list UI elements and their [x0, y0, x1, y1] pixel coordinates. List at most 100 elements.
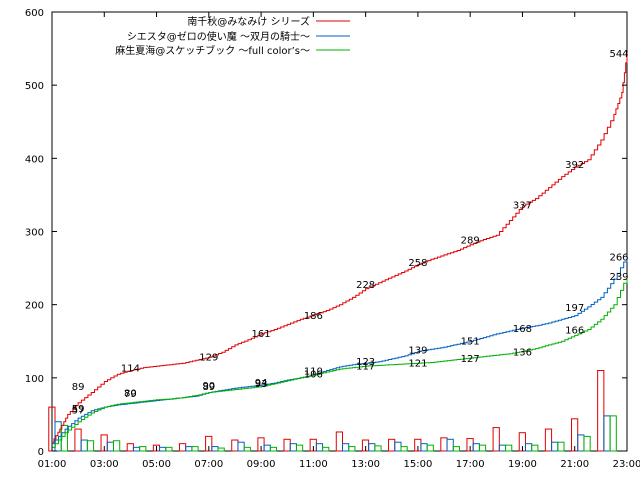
hourly-bars: [48, 370, 617, 452]
y-tick-label: 0: [38, 447, 44, 458]
data-label: 89: [202, 382, 215, 393]
x-tick-label: 05:00: [142, 459, 171, 470]
data-label: 127: [461, 354, 480, 365]
hourly-bar: [472, 443, 480, 452]
data-label: 151: [461, 337, 480, 348]
hourly-bar: [112, 440, 121, 452]
series-line-0: [52, 53, 628, 443]
hourly-bar: [452, 446, 460, 452]
hourly-bar: [322, 446, 330, 452]
data-label: 168: [513, 324, 532, 335]
data-label: 89: [72, 382, 85, 393]
y-tick-label: 500: [25, 81, 44, 92]
hourly-bar: [60, 424, 68, 452]
y-tick-label: 300: [25, 228, 44, 239]
hourly-bar: [283, 438, 291, 452]
x-tick-label: 07:00: [194, 459, 223, 470]
hourly-bar: [211, 446, 219, 452]
hourly-bar: [440, 437, 448, 452]
axes: 0 100 200 300 400 500 600 01:00 03:00 05:00 07:00 0…: [25, 8, 640, 470]
x-tick-label: 15:00: [403, 459, 432, 470]
hourly-bar: [132, 446, 141, 452]
hourly-bar: [446, 438, 454, 452]
plot-border: [51, 11, 628, 452]
data-labels: 89 114 129 161 186 228 258 289 337 392 544 59 79 89 94…: [72, 49, 629, 416]
hourly-bar: [368, 443, 376, 452]
hourly-bar: [217, 447, 225, 452]
hourly-bar: [551, 441, 559, 452]
data-label: 117: [356, 361, 375, 372]
hourly-bar: [126, 443, 134, 452]
data-label: 544: [609, 49, 628, 60]
data-label: 80: [124, 388, 137, 399]
hourly-bar: [315, 443, 324, 452]
hourly-bar: [74, 428, 82, 452]
data-label: 57: [72, 405, 85, 416]
hourly-bar: [603, 415, 611, 452]
data-label: 186: [304, 311, 323, 322]
data-label: 337: [513, 200, 532, 211]
data-label: 136: [513, 347, 532, 358]
hourly-bar: [420, 443, 428, 452]
data-label: 90: [202, 381, 215, 392]
data-label: 289: [461, 236, 480, 247]
hourly-bar: [191, 446, 199, 452]
x-tick-label: 13:00: [351, 459, 380, 470]
hourly-bar: [583, 435, 591, 452]
hourly-bar: [426, 444, 434, 452]
hourly-bar: [348, 446, 356, 452]
hourly-bar: [531, 444, 539, 452]
hourly-bar: [478, 444, 487, 452]
hourly-bar: [185, 446, 193, 452]
x-tick-label: 11:00: [299, 459, 328, 470]
hourly-bar: [231, 439, 239, 452]
hourly-bar: [609, 415, 617, 452]
data-label: 166: [565, 326, 584, 337]
hourly-bar: [492, 427, 500, 452]
series-line-1: [52, 256, 628, 445]
legend-label: 麻生夏海@スケッチブック ～full color’s～: [115, 44, 310, 57]
x-tick-label: 17:00: [456, 459, 485, 470]
hourly-bar: [335, 431, 344, 452]
hourly-bar: [524, 443, 533, 452]
data-label: 59: [72, 404, 85, 415]
hourly-bar: [544, 428, 553, 452]
x-tick-label: 21:00: [560, 459, 589, 470]
legend-label: 南千秋@みなみけ シリーズ: [187, 15, 310, 28]
hourly-bar: [557, 441, 565, 452]
hourly-bar: [139, 446, 147, 452]
hourly-bar: [269, 446, 278, 452]
data-label: 106: [304, 369, 323, 380]
y-tick-label: 400: [25, 154, 44, 165]
hourly-bar: [505, 444, 513, 452]
data-label: 129: [199, 353, 218, 364]
hourly-bar: [342, 443, 350, 452]
data-label: 114: [121, 364, 140, 375]
hourly-bar: [165, 446, 173, 452]
hourly-bar: [498, 444, 507, 452]
hourly-bar: [243, 446, 251, 452]
hourly-bar: [388, 438, 396, 452]
x-tick-label: 09:00: [247, 459, 276, 470]
hourly-bar: [400, 446, 408, 452]
x-tick-label: 03:00: [90, 459, 119, 470]
data-label: 139: [408, 345, 427, 356]
data-label: 110: [304, 367, 323, 378]
hourly-bar: [237, 441, 245, 452]
x-tick-label: 01:00: [38, 459, 67, 470]
data-label: 79: [124, 389, 137, 400]
legend-label: シエスタ@ゼロの使い魔 ～双月の騎士～: [127, 30, 310, 43]
data-label: 93: [255, 379, 268, 390]
hourly-bar: [263, 444, 271, 452]
data-label: 121: [408, 358, 427, 369]
data-label: 123: [356, 357, 375, 368]
hourly-bar: [394, 441, 402, 452]
y-tick-label: 100: [25, 374, 44, 385]
hourly-bar: [178, 443, 187, 452]
hourly-bar: [159, 446, 167, 452]
plot-frame: [51, 11, 628, 452]
data-label: 94: [255, 378, 268, 389]
hourly-bar: [597, 370, 605, 452]
